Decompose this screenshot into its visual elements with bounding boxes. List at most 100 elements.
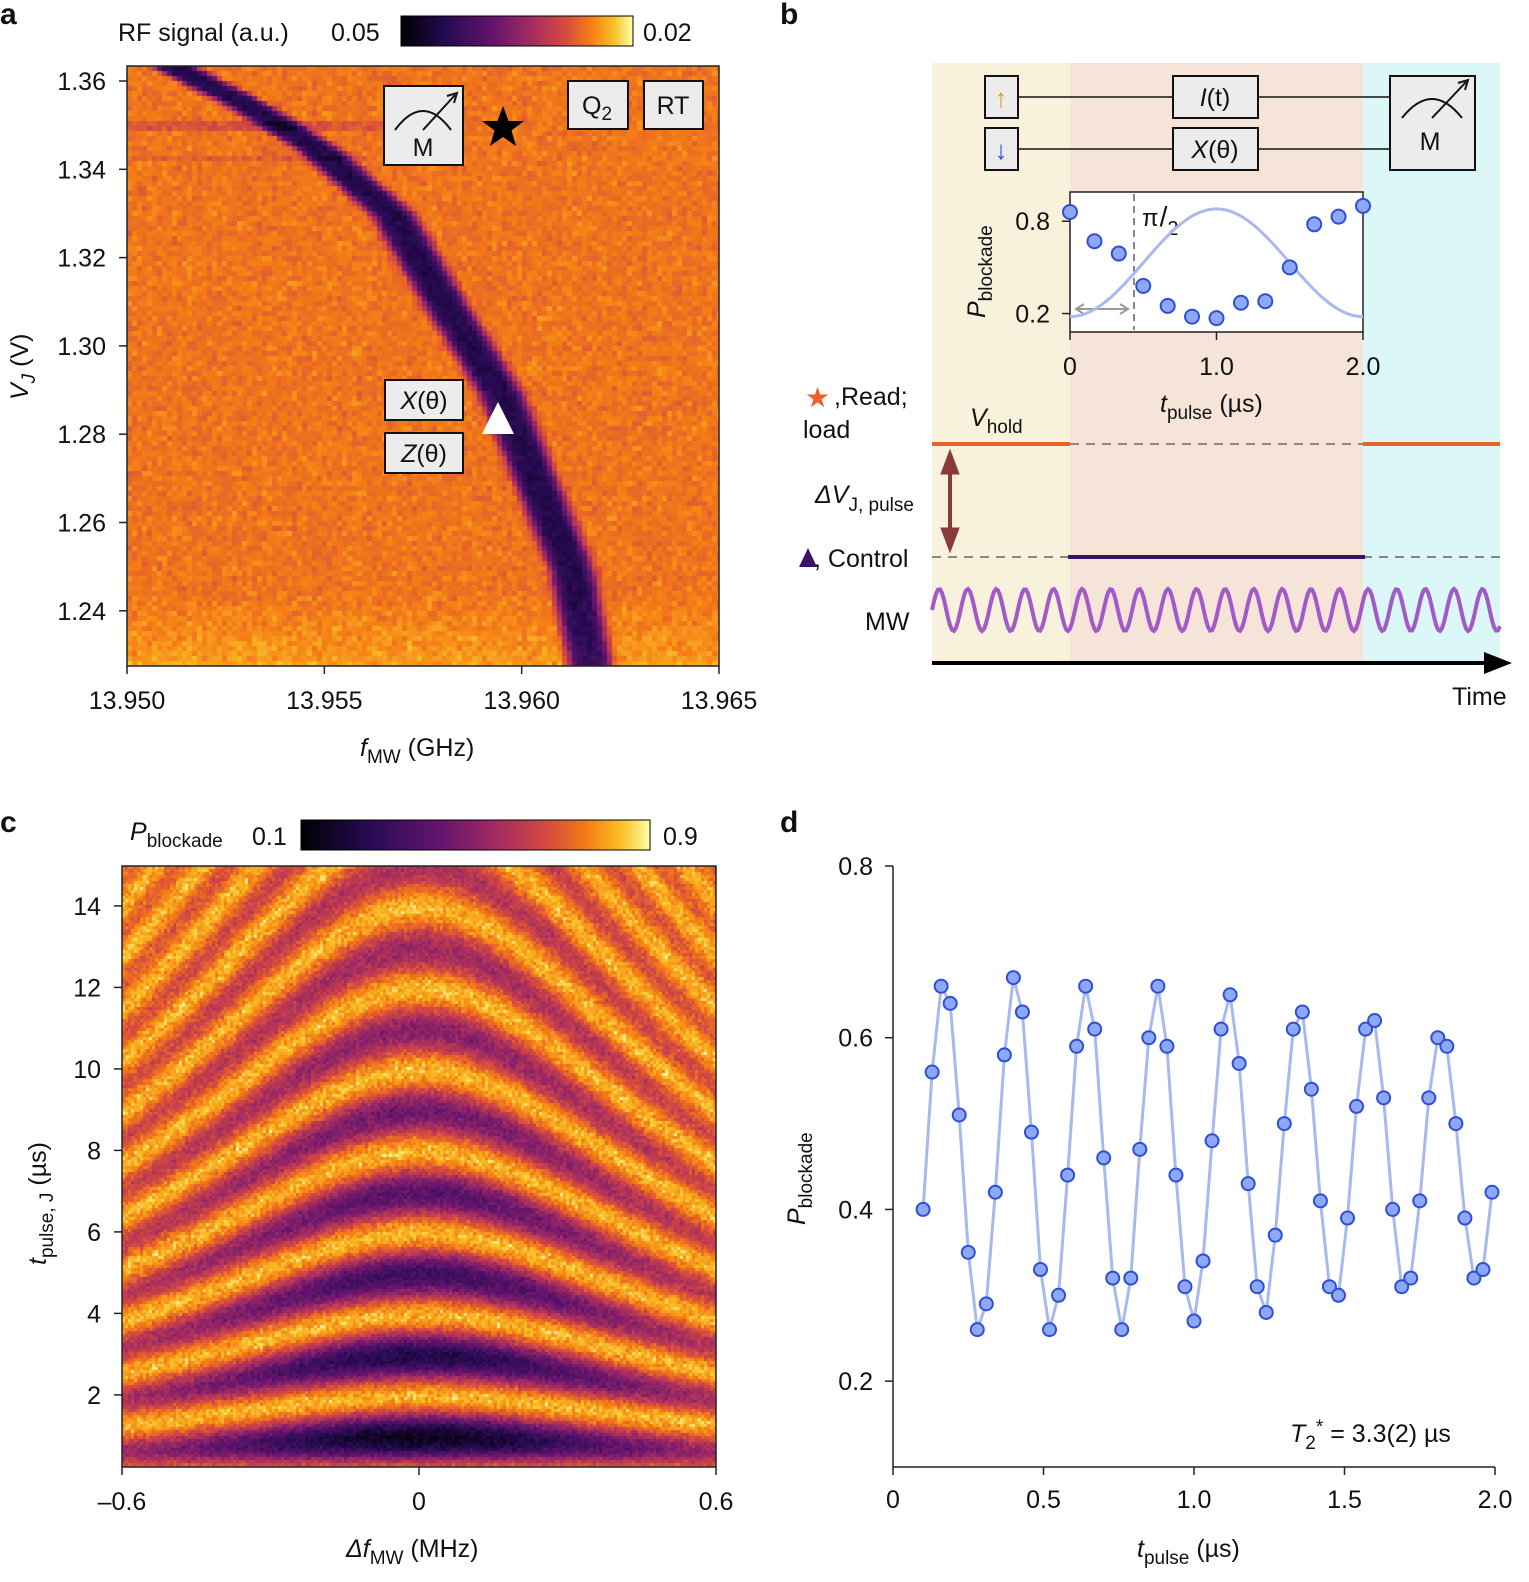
data-point: [1188, 1315, 1201, 1328]
x-tick-label: 2.0: [1478, 1486, 1513, 1514]
data-point: [1260, 1306, 1273, 1319]
data-point: [1413, 1194, 1426, 1207]
z-gate-box-a: Z(θ): [385, 433, 463, 473]
y-tick-label: 4: [87, 1300, 101, 1328]
svg-text:Z(θ): Z(θ): [400, 440, 447, 468]
data-point: [998, 1048, 1011, 1061]
data-point: [1449, 1117, 1462, 1130]
panel-letter-b: b: [780, 0, 798, 31]
read-label: ,Read;: [834, 383, 908, 411]
data-point: [1404, 1272, 1417, 1285]
data-point: [1269, 1229, 1282, 1242]
data-point: [917, 1203, 930, 1216]
plot-c-frame: [122, 866, 716, 1467]
x-gate-box-b: X(θ): [1173, 128, 1258, 170]
data-point: [1206, 1134, 1219, 1147]
svg-text:X(θ): X(θ): [399, 387, 447, 415]
spin-down-box: ↓: [985, 128, 1018, 170]
t2-star-annotation: T2* = 3.3(2) µs: [1290, 1417, 1451, 1454]
data-point: [1034, 1263, 1047, 1276]
x-tick-label: 0.5: [1026, 1486, 1061, 1514]
panel-c: Pblockade 0.1 0.9 2468101214–0.6 0 0.6 ΔfM…: [24, 818, 733, 1569]
spin-up-box: ↑: [985, 76, 1018, 118]
inset-data-point: [1210, 311, 1224, 325]
data-point: [1043, 1323, 1056, 1336]
data-point: [1007, 971, 1020, 984]
star-marker: [482, 106, 524, 146]
data-point: [1296, 1005, 1309, 1018]
colorbar-a-label: RF signal (a.u.): [118, 19, 289, 47]
data-point: [1215, 1023, 1228, 1036]
y-tick-label: 0.8: [838, 853, 873, 881]
inset-x-tick-label: 2.0: [1346, 353, 1381, 381]
measure-box-b: M: [1390, 76, 1475, 170]
inset-data-point: [1185, 310, 1199, 324]
svg-text:M: M: [413, 134, 434, 162]
x-tick-label: –0.6: [98, 1488, 147, 1516]
svg-text:X(θ): X(θ): [1190, 136, 1238, 164]
data-point: [1079, 980, 1092, 993]
data-point: [1133, 1143, 1146, 1156]
data-point: [1422, 1091, 1435, 1104]
inset-y-tick-label: 0.8: [1015, 208, 1050, 236]
data-point: [1178, 1280, 1191, 1293]
data-point: [1314, 1194, 1327, 1207]
inset-data-point: [1332, 210, 1346, 224]
data-point: [926, 1066, 939, 1079]
data-point: [1278, 1117, 1291, 1130]
y-tick-label: 1.34: [57, 156, 106, 184]
data-point: [1124, 1272, 1137, 1285]
data-point: [1287, 1023, 1300, 1036]
x-tick-label: 0: [412, 1488, 426, 1516]
data-point: [1476, 1263, 1489, 1276]
data-point: [1052, 1289, 1065, 1302]
colorbar-a-min: 0.05: [331, 19, 380, 47]
mw-label: MW: [865, 608, 910, 636]
y-tick-label: 0.6: [838, 1025, 873, 1053]
data-point: [1386, 1203, 1399, 1216]
panel-letter-c: c: [0, 806, 17, 839]
x-gate-box-a: X(θ): [385, 380, 463, 420]
data-point: [1097, 1151, 1110, 1164]
data-point: [1458, 1212, 1471, 1225]
y-tick-label: 12: [73, 974, 101, 1002]
data-point: [1251, 1280, 1264, 1293]
x-tick-label: 0: [886, 1486, 900, 1514]
inset-x-tick-label: 1.0: [1199, 353, 1234, 381]
inset-data-point: [1258, 294, 1272, 308]
rt-box: RT: [644, 81, 703, 129]
y-tick-label: 0.2: [838, 1368, 873, 1396]
x-tick-label: 13.955: [286, 687, 362, 715]
x-tick-label: 13.960: [483, 687, 559, 715]
delta-v-label: ΔVJ, pulse: [814, 481, 914, 516]
inset-data-point: [1136, 279, 1150, 293]
inset-data-point: [1234, 296, 1248, 310]
data-point: [1142, 1031, 1155, 1044]
data-point: [1016, 1005, 1029, 1018]
inset-data-point: [1112, 247, 1126, 261]
data-point: [1106, 1272, 1119, 1285]
y-tick-label: 6: [87, 1219, 101, 1247]
panel-letter-a: a: [0, 0, 17, 31]
q2-box: Q2: [568, 81, 628, 129]
data-point: [1332, 1289, 1345, 1302]
plot-d-xlabel: tpulse (µs): [1137, 1535, 1240, 1569]
colorbar-a-frame: [401, 16, 633, 46]
data-point: [1233, 1057, 1246, 1070]
y-tick-label: 8: [87, 1137, 101, 1165]
colorbar-c-frame: [301, 820, 650, 850]
plot-c-xlabel: ΔfMW (MHz): [345, 1535, 478, 1569]
y-tick-label: 1.28: [57, 421, 106, 449]
plot-a-ylabel: VJ (V): [6, 334, 40, 400]
y-tick-label: 14: [73, 893, 101, 921]
data-point: [1305, 1083, 1318, 1096]
y-tick-label: 0.4: [838, 1196, 873, 1224]
plot-d-ylabel: Pblockade: [783, 1132, 817, 1225]
x-tick-label: 0.6: [699, 1488, 734, 1516]
svg-text:M: M: [1420, 128, 1441, 156]
data-point: [1088, 1023, 1101, 1036]
colorbar-a-max: 0.02: [643, 19, 692, 47]
data-point: [1061, 1169, 1074, 1182]
data-point: [944, 997, 957, 1010]
data-point: [1368, 1014, 1381, 1027]
